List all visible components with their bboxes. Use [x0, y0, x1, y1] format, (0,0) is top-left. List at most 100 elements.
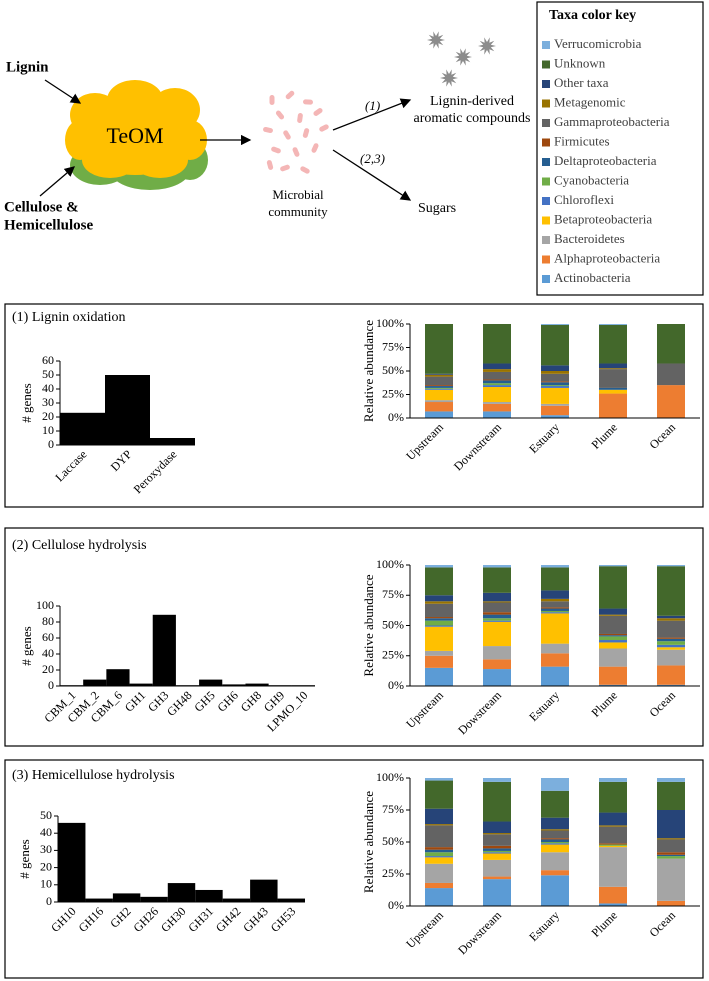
y-axis-label: # genes	[17, 839, 32, 878]
stacked-segment	[483, 612, 511, 615]
stacked-segment	[599, 635, 627, 637]
stacked-segment	[657, 858, 685, 901]
stacked-segment	[483, 371, 511, 380]
stacked-segment	[483, 852, 511, 854]
x-tick-label: GH10	[48, 904, 79, 935]
stacked-segment	[599, 565, 627, 567]
stacked-segment	[599, 666, 627, 685]
stacked-segment	[425, 618, 453, 621]
bar	[195, 889, 223, 902]
microbe	[266, 160, 274, 170]
compound-star	[427, 31, 445, 49]
y-tick-label: 0%	[388, 678, 404, 692]
legend-swatch	[542, 99, 550, 108]
stacked-segment	[425, 567, 453, 596]
stacked-segment	[483, 853, 511, 860]
y-tick-label: 75%	[382, 587, 404, 601]
bar	[222, 898, 251, 902]
stacked-segment	[599, 389, 627, 394]
y-tick-label: 0%	[388, 898, 404, 912]
compound-star	[454, 48, 472, 66]
y-tick-label: 0%	[388, 410, 404, 424]
legend-label: Cyanobacteria	[554, 172, 629, 187]
stacked-segment	[425, 388, 453, 390]
bar	[277, 898, 305, 902]
y-tick-label: 40	[42, 381, 54, 395]
lignin-label: Lignin	[6, 59, 49, 75]
bar	[140, 896, 168, 902]
stacked-segment	[541, 842, 569, 844]
y-tick-label: 10	[42, 423, 54, 437]
y-tick-label: 10	[40, 877, 52, 891]
microbe	[271, 146, 281, 154]
y-tick-label: 100%	[376, 770, 404, 784]
legend-swatch	[542, 80, 550, 88]
aromatic-label: Lignin-derived	[430, 94, 514, 109]
stacked-segment	[425, 626, 453, 651]
stacked-segment	[541, 365, 569, 371]
stacked-segment	[657, 781, 685, 810]
stacked-segment	[541, 405, 569, 416]
legend-swatch	[542, 255, 550, 264]
stacked-segment	[599, 368, 627, 370]
stacked-segment	[483, 850, 511, 853]
stacked-segment	[657, 644, 685, 648]
stacked-segment	[599, 393, 627, 418]
stacked-segment	[425, 324, 453, 374]
y-axis-label: Relative abundance	[361, 791, 376, 893]
y-tick-label: 40	[42, 646, 54, 660]
microbe	[302, 128, 310, 138]
panel-title: (3) Hemicellulose hydrolysis	[12, 768, 175, 783]
stacked-segment	[657, 324, 685, 364]
x-tick-label: Ocean	[646, 908, 678, 940]
y-axis-label: Relative abundance	[361, 320, 376, 422]
microbe	[283, 130, 291, 140]
y-axis-label: # genes	[19, 383, 34, 422]
legend-swatch	[542, 119, 550, 127]
stacked-segment	[657, 565, 685, 567]
legend-label: Bacteroidetes	[554, 231, 625, 246]
stacked-segment	[425, 620, 453, 626]
y-tick-label: 0	[46, 894, 52, 908]
stacked-segment	[425, 778, 453, 781]
stacked-segment	[541, 565, 569, 568]
stacked-segment	[599, 608, 627, 615]
stacked-segment	[657, 810, 685, 839]
stacked-segment	[599, 826, 627, 844]
panel-title: (2) Cellulose hydrolysis	[12, 538, 147, 553]
stacked-segment	[425, 373, 453, 375]
y-tick-label: 30	[42, 395, 54, 409]
stacked-segment	[483, 567, 511, 593]
legend-label: Betaproteobacteria	[554, 211, 652, 226]
stacked-segment	[599, 845, 627, 848]
stacked-segment	[483, 403, 511, 412]
stacked-segment	[599, 566, 627, 609]
bar	[167, 883, 196, 902]
y-tick-label: 25%	[382, 386, 404, 400]
stacked-segment	[541, 371, 569, 374]
x-tick-label: DYP	[108, 447, 135, 474]
stacked-segment	[541, 653, 569, 667]
stacked-segment	[483, 669, 511, 686]
stacked-segment	[541, 790, 569, 818]
legend-swatch	[542, 216, 550, 225]
stacked-segment	[483, 859, 511, 877]
stacked-segment	[657, 684, 685, 686]
stacked-segment	[483, 833, 511, 835]
teom-label: TeOM	[106, 123, 163, 148]
stacked-segment	[541, 567, 569, 591]
stacked-segment	[425, 374, 453, 377]
stacked-segment	[541, 643, 569, 654]
panel-box	[4, 759, 704, 979]
stacked-segment	[483, 385, 511, 387]
cellulose-label: Cellulose &	[4, 199, 79, 215]
bar	[112, 893, 141, 902]
stacked-segment	[599, 825, 627, 827]
compound-star	[478, 37, 496, 55]
stacked-segment	[425, 825, 453, 848]
stacked-segment	[425, 856, 453, 858]
bar	[222, 684, 246, 686]
sugars-label: Sugars	[418, 201, 456, 216]
x-tick-label: GH16	[76, 904, 107, 935]
